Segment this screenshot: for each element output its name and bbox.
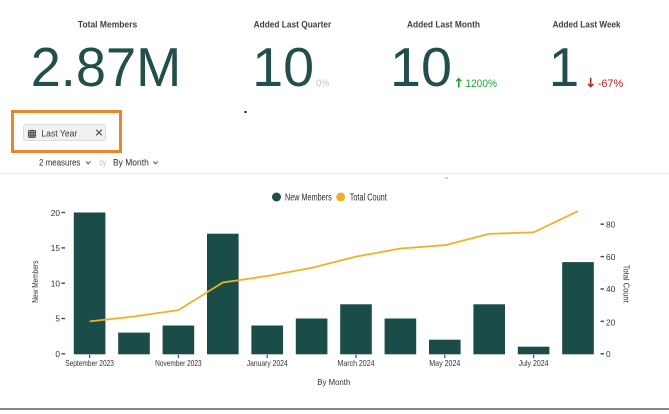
svg-text:September 2023: September 2023 [65,358,114,368]
svg-text:January 2024: January 2024 [247,358,288,368]
svg-text:By Month: By Month [113,158,149,168]
svg-text:0: 0 [55,349,60,359]
svg-text:1: 1 [549,36,579,98]
svg-text:10: 10 [390,36,452,98]
svg-text:Added Last Week: Added Last Week [553,19,622,30]
svg-text:2.87M: 2.87M [31,36,182,98]
svg-text:0: 0 [606,349,611,359]
svg-text:By Month: By Month [317,377,350,387]
svg-text:Added Last Quarter: Added Last Quarter [254,19,332,30]
svg-text:-67%: -67% [598,78,624,90]
svg-text:15: 15 [51,243,61,253]
svg-text:New Members: New Members [285,192,332,203]
svg-text:Last Year: Last Year [41,128,77,138]
svg-text:10: 10 [51,278,61,288]
svg-text:0%: 0% [316,78,330,89]
svg-text:Total Count: Total Count [622,265,632,304]
svg-text:May 2024: May 2024 [429,358,460,368]
svg-text:Total Count: Total Count [350,192,387,203]
svg-text:20: 20 [51,208,61,218]
svg-text:40: 40 [606,284,616,294]
svg-text:2 measures: 2 measures [39,158,81,168]
svg-text:by: by [100,158,107,168]
svg-text:July 2024: July 2024 [519,358,549,368]
svg-text:10: 10 [252,36,314,98]
svg-text:60: 60 [606,252,616,262]
svg-text:5: 5 [55,314,60,324]
svg-text:New Members: New Members [30,261,40,303]
svg-text:Added Last Month: Added Last Month [407,19,480,30]
svg-text:20: 20 [606,318,616,328]
svg-text:March 2024: March 2024 [338,358,375,368]
svg-text:November 2023: November 2023 [155,358,202,368]
svg-text:1200%: 1200% [465,78,497,90]
svg-text:Total Members: Total Members [78,19,137,30]
svg-text:80: 80 [606,219,616,229]
